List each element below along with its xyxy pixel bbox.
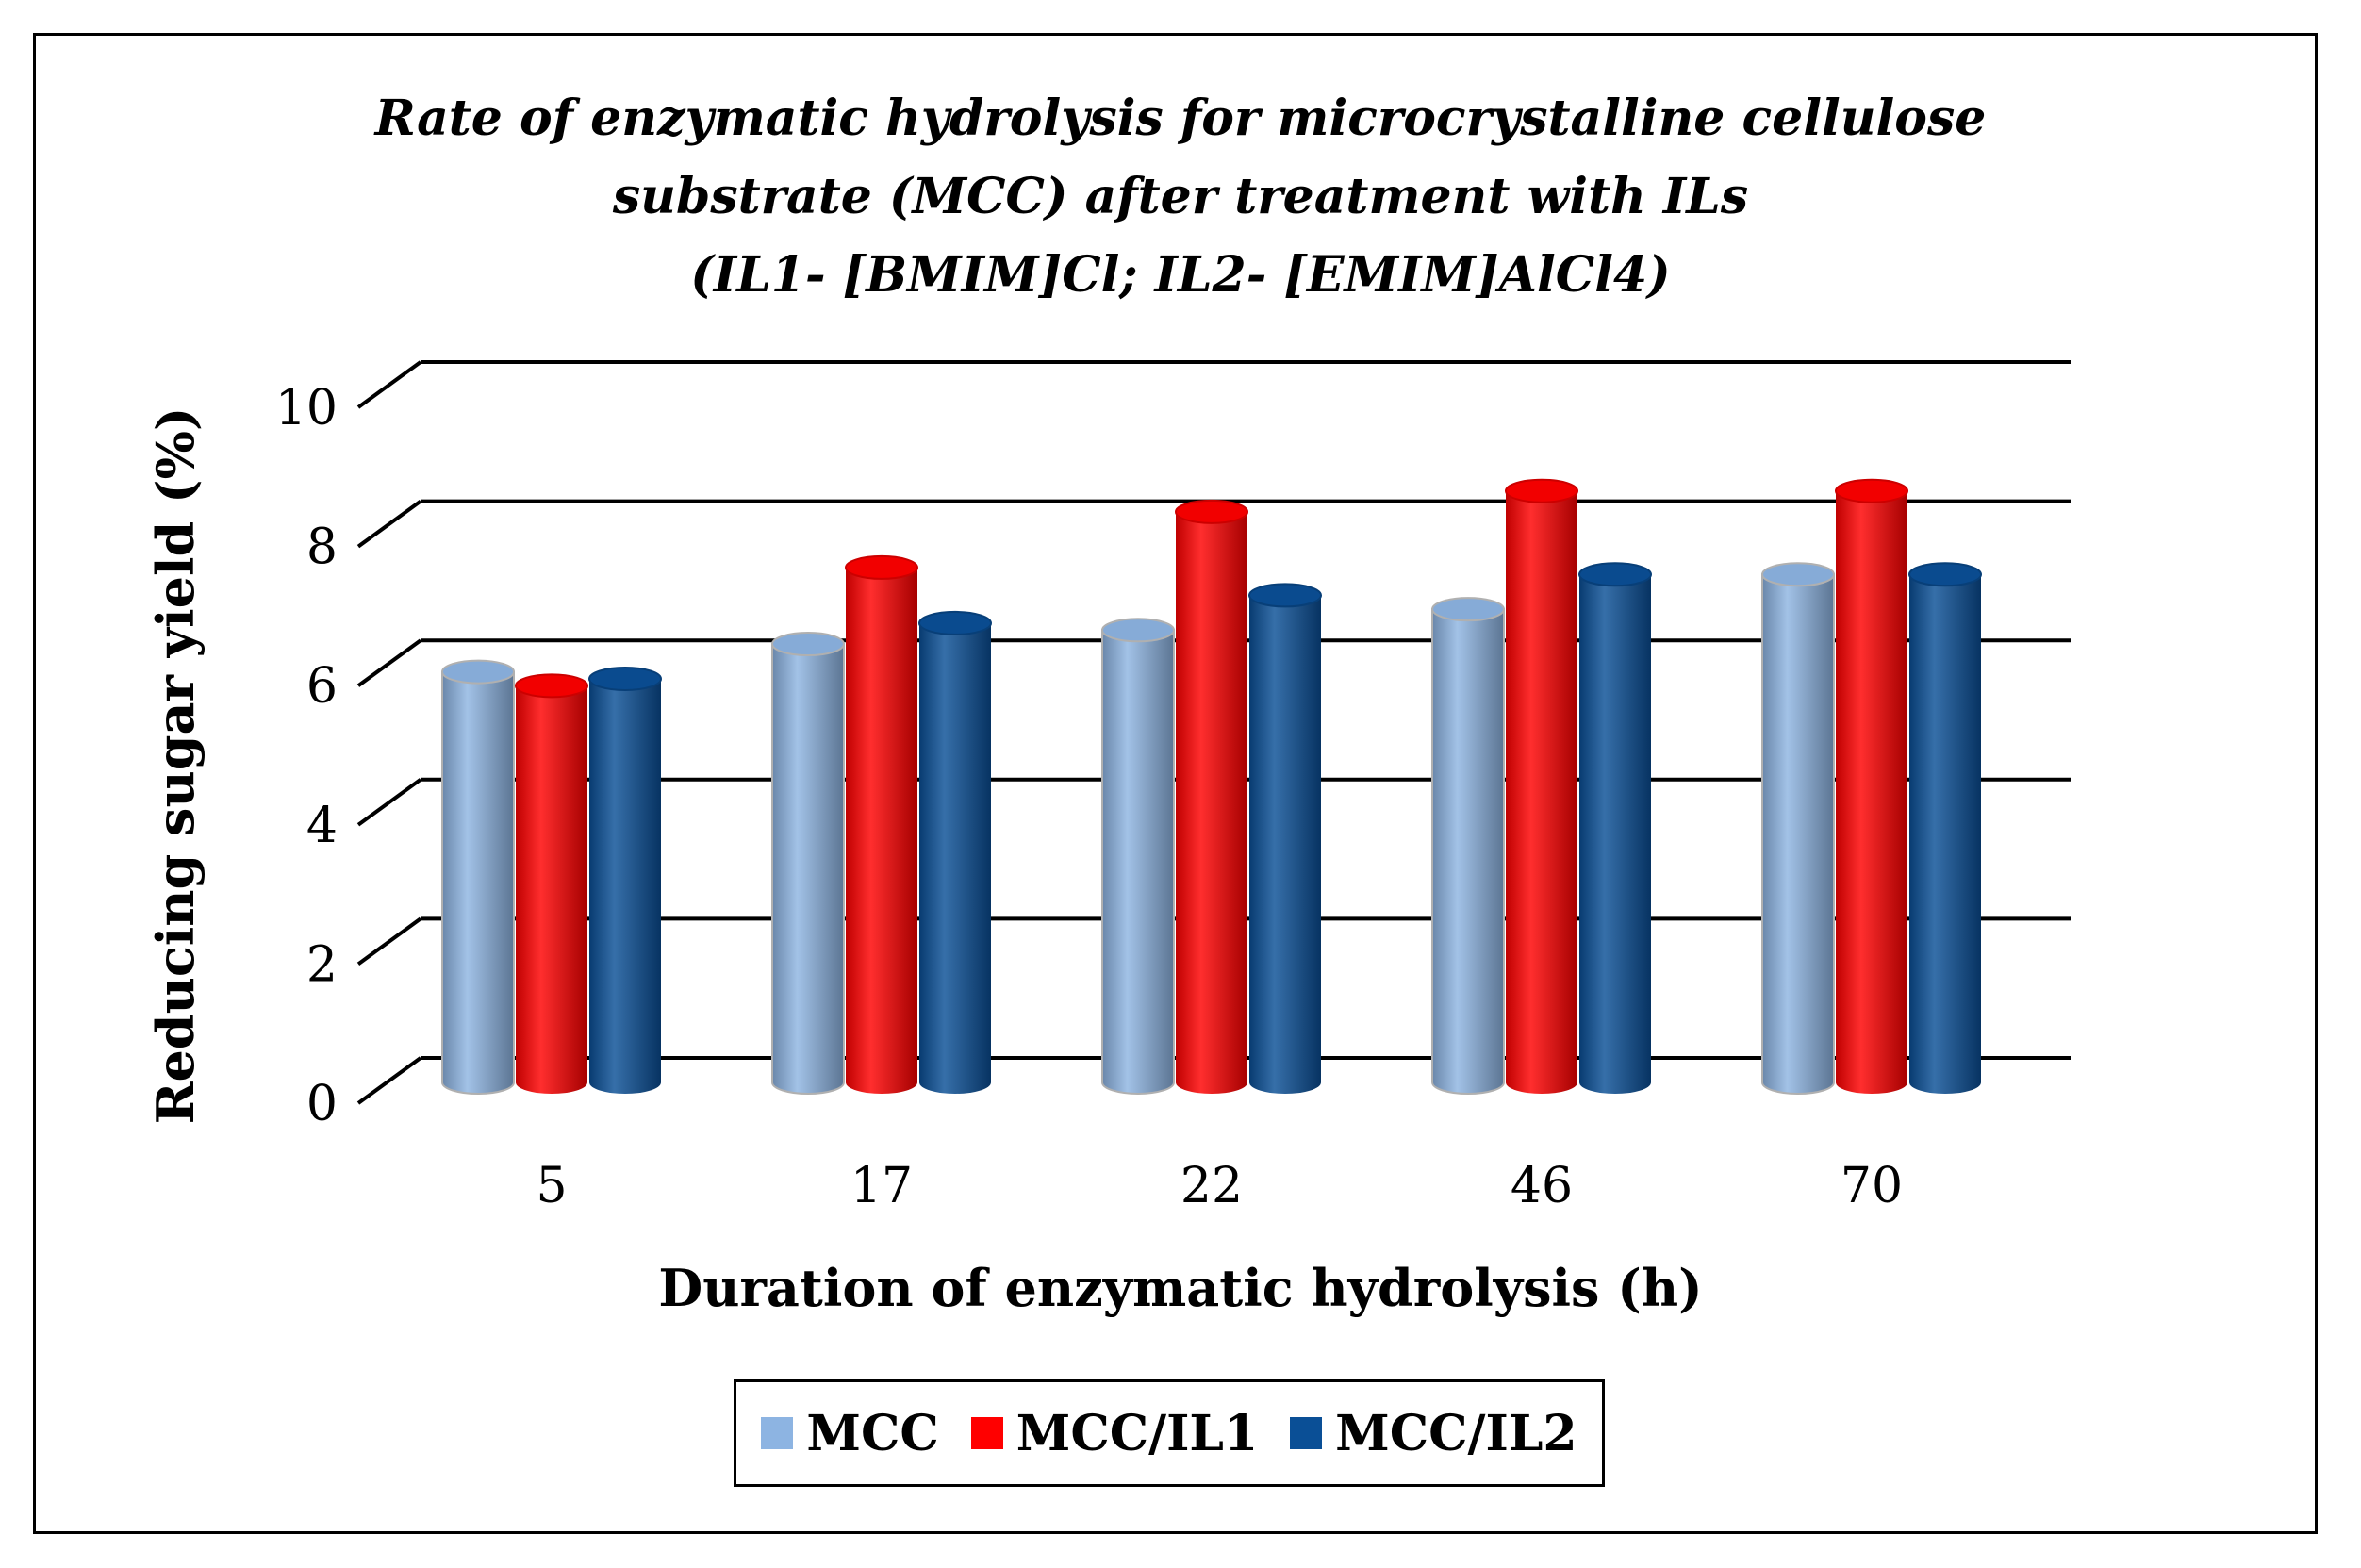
legend: MCC MCC/IL1 MCC/IL2 [734, 1379, 1605, 1487]
bar-mcc-il1-70 [1835, 478, 1908, 1094]
bar-mcc-5 [441, 659, 515, 1095]
legend-swatch-mcc-il2 [1290, 1417, 1323, 1449]
y-tick-label: 2 [306, 936, 338, 993]
y-tick-label: 0 [306, 1076, 338, 1132]
chart-title-line-3: (IL1- [BMIM]Cl; IL2- [EMIM]AlCl4) [690, 246, 1671, 304]
bar-mcc-70 [1761, 562, 1835, 1095]
legend-item-mcc: MCC [761, 1404, 939, 1462]
gridline-8 [356, 499, 2071, 549]
y-axis-title: Reducing sugar yield (%) [145, 407, 206, 1125]
x-axis-title: Duration of enzymatic hydrolysis (h) [658, 1258, 1702, 1318]
x-tick-label: 5 [536, 1158, 567, 1214]
y-tick-label: 8 [306, 520, 338, 576]
x-tick-label: 17 [850, 1158, 913, 1214]
bar-mcc-il1-17 [845, 554, 918, 1094]
bar-mcc-il2-17 [918, 610, 992, 1094]
bar-mcc-22 [1101, 618, 1175, 1095]
legend-item-mcc-il2: MCC/IL2 [1290, 1405, 1577, 1462]
gridline-10 [356, 360, 2071, 409]
bar-mcc-il2-22 [1248, 583, 1322, 1094]
legend-label-mcc: MCC [806, 1404, 939, 1462]
y-tick-label: 10 [275, 380, 338, 437]
x-tick-label: 70 [1841, 1158, 1903, 1214]
bar-mcc-il2-5 [588, 666, 662, 1094]
bars [441, 478, 1982, 1095]
bar-mcc-il2-46 [1578, 562, 1652, 1094]
bar-mcc-il1-46 [1505, 478, 1578, 1094]
legend-label-mcc-il2: MCC/IL2 [1335, 1404, 1577, 1462]
bar-mcc-il1-5 [515, 673, 588, 1094]
legend-label-mcc-il1: MCC/IL1 [1015, 1404, 1259, 1462]
y-tick-label: 6 [306, 658, 338, 715]
bar-mcc-il2-70 [1908, 562, 1982, 1094]
legend-swatch-mcc [761, 1417, 794, 1449]
y-tick-label: 4 [306, 798, 338, 854]
bar-mcc-46 [1431, 597, 1505, 1095]
legend-item-mcc-il1: MCC/IL1 [970, 1404, 1259, 1462]
chart-title-line-2: substrate (MCC) after treatment with ILs [612, 168, 1749, 225]
x-tick-label: 22 [1180, 1158, 1243, 1214]
x-tick-label: 46 [1511, 1158, 1573, 1214]
bar-mcc-17 [771, 632, 845, 1095]
chart-title-line-1: Rate of enzymatic hydrolysis for microcr… [374, 90, 1987, 147]
bar-mcc-il1-22 [1175, 499, 1248, 1094]
legend-swatch-mcc-il1 [970, 1417, 1003, 1449]
